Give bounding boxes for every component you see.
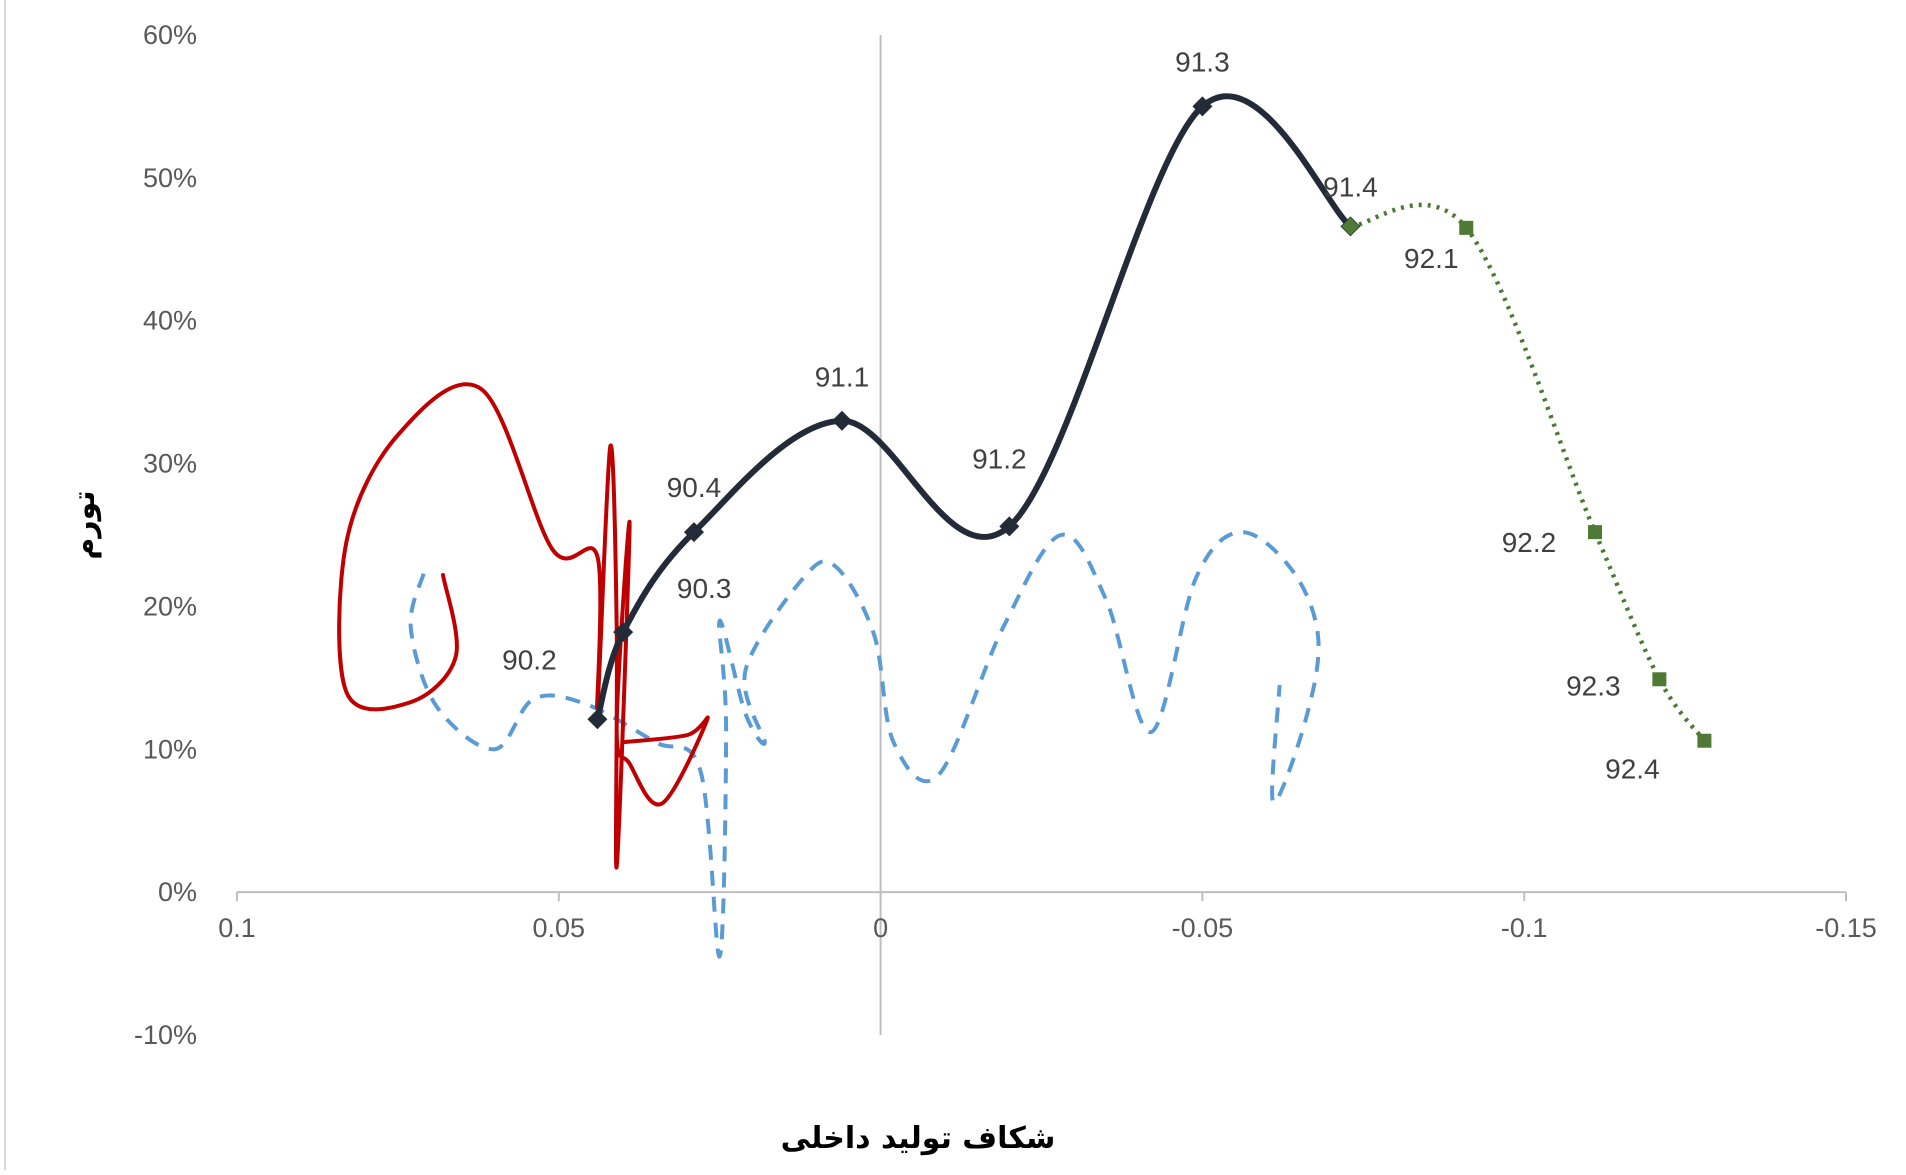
point-label: 91.4 [1323, 171, 1378, 202]
y-tick-label: 40% [143, 306, 197, 336]
point-label: 90.4 [667, 472, 722, 503]
point-label: 92.4 [1605, 754, 1660, 785]
y-tick-label: 20% [143, 591, 197, 621]
square-marker [1697, 733, 1712, 748]
diamond-marker [1341, 217, 1360, 236]
diamond-marker [1192, 96, 1213, 117]
point-label: 91.3 [1175, 46, 1230, 77]
point-label: 90.3 [677, 573, 732, 604]
y-tick-label: 10% [143, 734, 197, 764]
square-marker [1459, 220, 1474, 235]
y-tick-label: 0% [158, 877, 197, 907]
series-line-2 [408, 530, 1321, 959]
point-label-layer: 90.2 90.3 90.4 91.1 91.2 91.3 91.4 92.1 92.2 92.3… [502, 46, 1659, 784]
x-axis-title: شکاف تولید داخلی [781, 1121, 1056, 1156]
square-marker [1652, 672, 1667, 687]
axes-layer: 0.1 0.05 0 -0.05 -0.1 -0.15 60% 50% 40% 30% 20% 10%… [134, 20, 1877, 1050]
series-line-0 [594, 93, 1354, 723]
x-tick-label: -0.15 [1815, 913, 1877, 943]
point-label: 91.2 [972, 443, 1027, 474]
series-layer [337, 93, 1707, 959]
y-tick-label: 30% [143, 449, 197, 479]
x-tick-label: 0.05 [533, 913, 586, 943]
diamond-marker [587, 709, 608, 730]
x-tick-label: 0 [873, 913, 888, 943]
diamond-marker [831, 410, 852, 431]
x-tick-label: -0.05 [1172, 913, 1234, 943]
marker-layer [587, 96, 1712, 748]
point-label: 91.1 [815, 362, 870, 393]
point-label: 92.2 [1502, 527, 1557, 558]
x-tick-label: -0.1 [1501, 913, 1548, 943]
point-label: 92.3 [1566, 670, 1621, 701]
y-tick-label: -10% [134, 1020, 197, 1050]
diamond-marker [683, 522, 704, 543]
series-line-1 [1350, 202, 1707, 743]
x-tick-label: 0.1 [218, 913, 256, 943]
diamond-marker [999, 516, 1020, 537]
diamond-marker [613, 622, 634, 643]
point-label: 90.2 [502, 644, 557, 675]
y-tick-label: 50% [143, 163, 197, 193]
square-marker [1587, 525, 1602, 540]
y-axis-title: تورم [67, 490, 102, 559]
point-label: 92.1 [1404, 243, 1459, 274]
y-tick-label: 60% [143, 20, 197, 50]
series-line-3 [337, 382, 710, 870]
